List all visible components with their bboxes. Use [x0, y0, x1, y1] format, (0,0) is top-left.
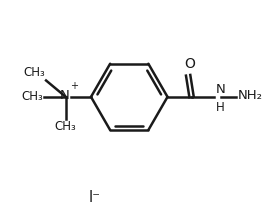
- Text: CH₃: CH₃: [23, 66, 45, 79]
- Text: CH₃: CH₃: [55, 121, 77, 134]
- Text: H: H: [216, 101, 224, 114]
- Text: NH₂: NH₂: [238, 89, 263, 102]
- Text: N: N: [216, 83, 225, 96]
- Text: N: N: [60, 89, 69, 102]
- Text: O: O: [184, 57, 195, 71]
- Text: I⁻: I⁻: [88, 190, 100, 205]
- Text: CH₃: CH₃: [21, 90, 43, 103]
- Text: +: +: [70, 81, 78, 91]
